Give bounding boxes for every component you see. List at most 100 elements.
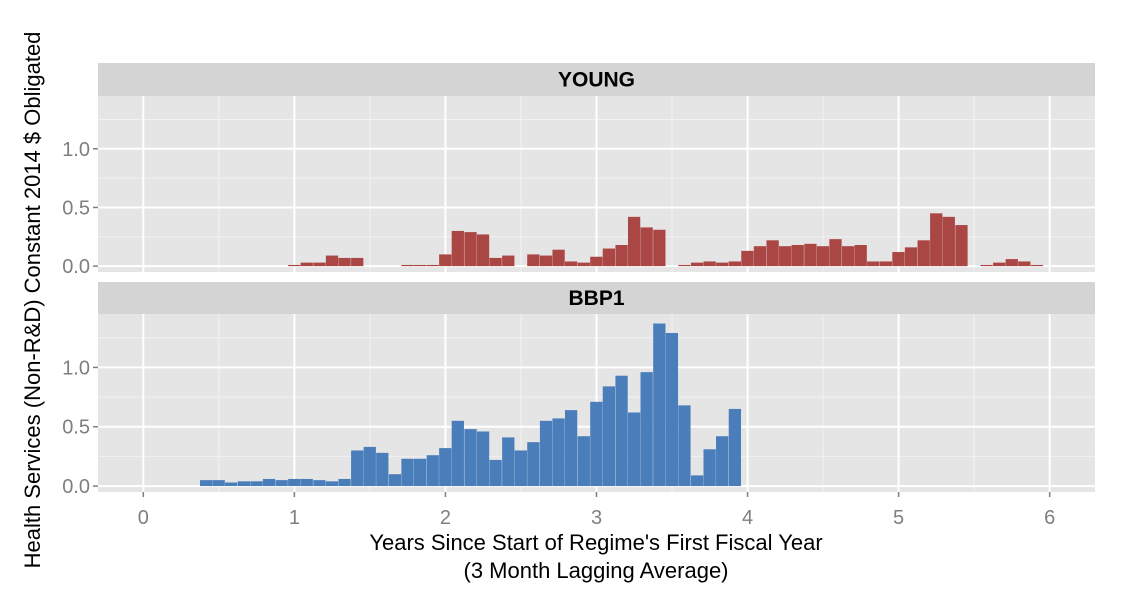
bar xyxy=(325,255,339,267)
x-tick-label: 3 xyxy=(591,507,602,529)
bar xyxy=(539,255,553,267)
bar xyxy=(716,436,729,487)
bar xyxy=(539,420,553,487)
bar xyxy=(993,262,1006,267)
bar xyxy=(741,250,754,267)
bar xyxy=(351,257,364,267)
bar xyxy=(678,264,691,267)
bar xyxy=(426,455,439,487)
bar xyxy=(728,261,742,267)
bar xyxy=(842,246,855,267)
bar xyxy=(451,230,464,267)
bar xyxy=(917,240,930,267)
y-axis-title: Health Services (Non-R&D) Constant 2014 … xyxy=(20,32,45,569)
bar xyxy=(225,482,238,487)
y-tick-label: 0.5 xyxy=(62,197,90,219)
bar xyxy=(955,225,968,267)
x-tick-label: 0 xyxy=(138,507,149,529)
y-tick-label: 1.0 xyxy=(62,357,90,379)
bar xyxy=(564,261,578,267)
bar xyxy=(590,256,603,267)
bar xyxy=(288,264,301,267)
bar xyxy=(275,480,288,487)
bar xyxy=(401,264,414,267)
panels-layer: YOUNG 0.0 0.5 1.0 BBP1 0.0 0.5 1.0 0 1 2 3 4 5 6 xyxy=(62,63,1095,529)
bar xyxy=(615,245,628,267)
bar xyxy=(627,216,641,267)
bar xyxy=(502,255,515,267)
bar xyxy=(439,254,452,267)
bar xyxy=(1005,259,1018,267)
bar xyxy=(313,262,326,267)
bar xyxy=(942,216,955,267)
panel-young: YOUNG 0.0 0.5 1.0 xyxy=(62,63,1095,278)
bar xyxy=(867,261,880,267)
bar xyxy=(489,257,502,267)
bar xyxy=(930,213,943,267)
bar xyxy=(590,401,603,487)
bar xyxy=(753,246,767,267)
bar xyxy=(439,448,452,487)
bar xyxy=(703,261,716,267)
bar xyxy=(804,243,817,267)
bar xyxy=(363,446,376,487)
bar xyxy=(476,431,490,487)
bar xyxy=(564,410,578,487)
bar xyxy=(476,234,490,267)
bar xyxy=(703,449,716,487)
bar xyxy=(288,478,301,487)
bar xyxy=(527,254,540,267)
bar xyxy=(602,386,616,487)
bar xyxy=(388,474,402,487)
bar xyxy=(426,264,439,267)
bar xyxy=(577,436,590,487)
x-tick-label: 5 xyxy=(893,507,904,529)
bar xyxy=(338,257,351,267)
bar xyxy=(640,227,653,267)
bar xyxy=(690,262,704,267)
bar xyxy=(665,332,679,487)
bar xyxy=(514,450,527,487)
bar xyxy=(401,458,414,487)
bar xyxy=(300,478,313,487)
bar xyxy=(300,262,313,267)
bar xyxy=(464,232,477,267)
x-tick-label: 1 xyxy=(289,507,300,529)
bar xyxy=(627,412,641,487)
bar xyxy=(325,481,339,487)
bar xyxy=(464,429,477,487)
bar xyxy=(904,247,918,267)
bar xyxy=(313,480,326,487)
x-axis-title: Years Since Start of Regime's First Fisc… xyxy=(369,530,822,555)
bar xyxy=(615,375,628,487)
bar xyxy=(489,459,502,487)
bar xyxy=(779,246,792,267)
bar xyxy=(200,480,213,487)
bar xyxy=(829,239,842,267)
y-tick-label: 0.0 xyxy=(62,256,90,278)
bar xyxy=(892,252,905,267)
bar xyxy=(413,264,427,267)
bar xyxy=(854,245,867,267)
y-tick-label: 0.0 xyxy=(62,476,90,498)
bar xyxy=(816,246,830,267)
bar xyxy=(766,240,779,267)
bar xyxy=(552,418,565,487)
bar xyxy=(237,481,251,487)
bar xyxy=(653,323,666,487)
bar xyxy=(413,458,427,487)
bar xyxy=(351,450,364,487)
bar xyxy=(791,245,804,267)
bar xyxy=(1030,264,1044,267)
bar xyxy=(250,481,263,487)
bar xyxy=(678,405,691,487)
bar xyxy=(640,372,653,487)
bar xyxy=(338,478,351,487)
facet-strip xyxy=(98,282,1095,314)
bar xyxy=(980,264,993,267)
facet-strip xyxy=(98,63,1095,96)
facet-strip-label: BBP1 xyxy=(568,287,624,310)
panel-bbp1: BBP1 0.0 0.5 1.0 0 1 2 3 4 5 6 xyxy=(62,282,1095,529)
y-tick-label: 1.0 xyxy=(62,139,90,161)
